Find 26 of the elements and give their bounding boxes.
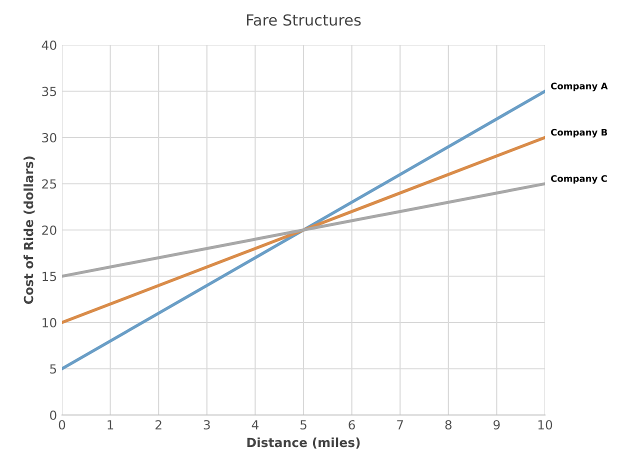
y-tick-label: 5 <box>50 364 56 374</box>
x-tick-label: 6 <box>348 420 355 430</box>
x-axis-title: Distance (miles) <box>247 438 360 449</box>
x-tick-label: 10 <box>538 420 552 430</box>
x-tick-label: 8 <box>445 420 452 430</box>
x-tick-label: 5 <box>300 420 306 430</box>
x-tick-label: 4 <box>252 420 258 430</box>
x-tick-label: 1 <box>108 420 114 430</box>
y-tick-label: 30 <box>42 132 56 142</box>
series-label: Company A <box>551 82 608 92</box>
y-tick-label: 0 <box>50 410 56 420</box>
x-tick-label: 7 <box>397 420 404 430</box>
y-tick-label: 15 <box>42 272 56 282</box>
y-tick-label: 25 <box>42 179 56 189</box>
y-tick-label: 40 <box>42 40 56 50</box>
series-label: Company B <box>551 128 608 138</box>
x-tick-label: 2 <box>156 420 162 430</box>
y-tick-label: 10 <box>42 318 56 328</box>
y-axis-title: Cost of Ride (dollars) <box>24 156 35 304</box>
x-tick-label: 9 <box>494 420 500 430</box>
x-tick-label: 0 <box>58 420 66 430</box>
y-tick-label: 20 <box>42 225 56 235</box>
x-tick-label: 3 <box>204 420 210 430</box>
series-label: Company C <box>551 175 607 184</box>
chart-title: Fare Structures <box>247 14 361 26</box>
y-tick-label: 35 <box>42 86 56 96</box>
